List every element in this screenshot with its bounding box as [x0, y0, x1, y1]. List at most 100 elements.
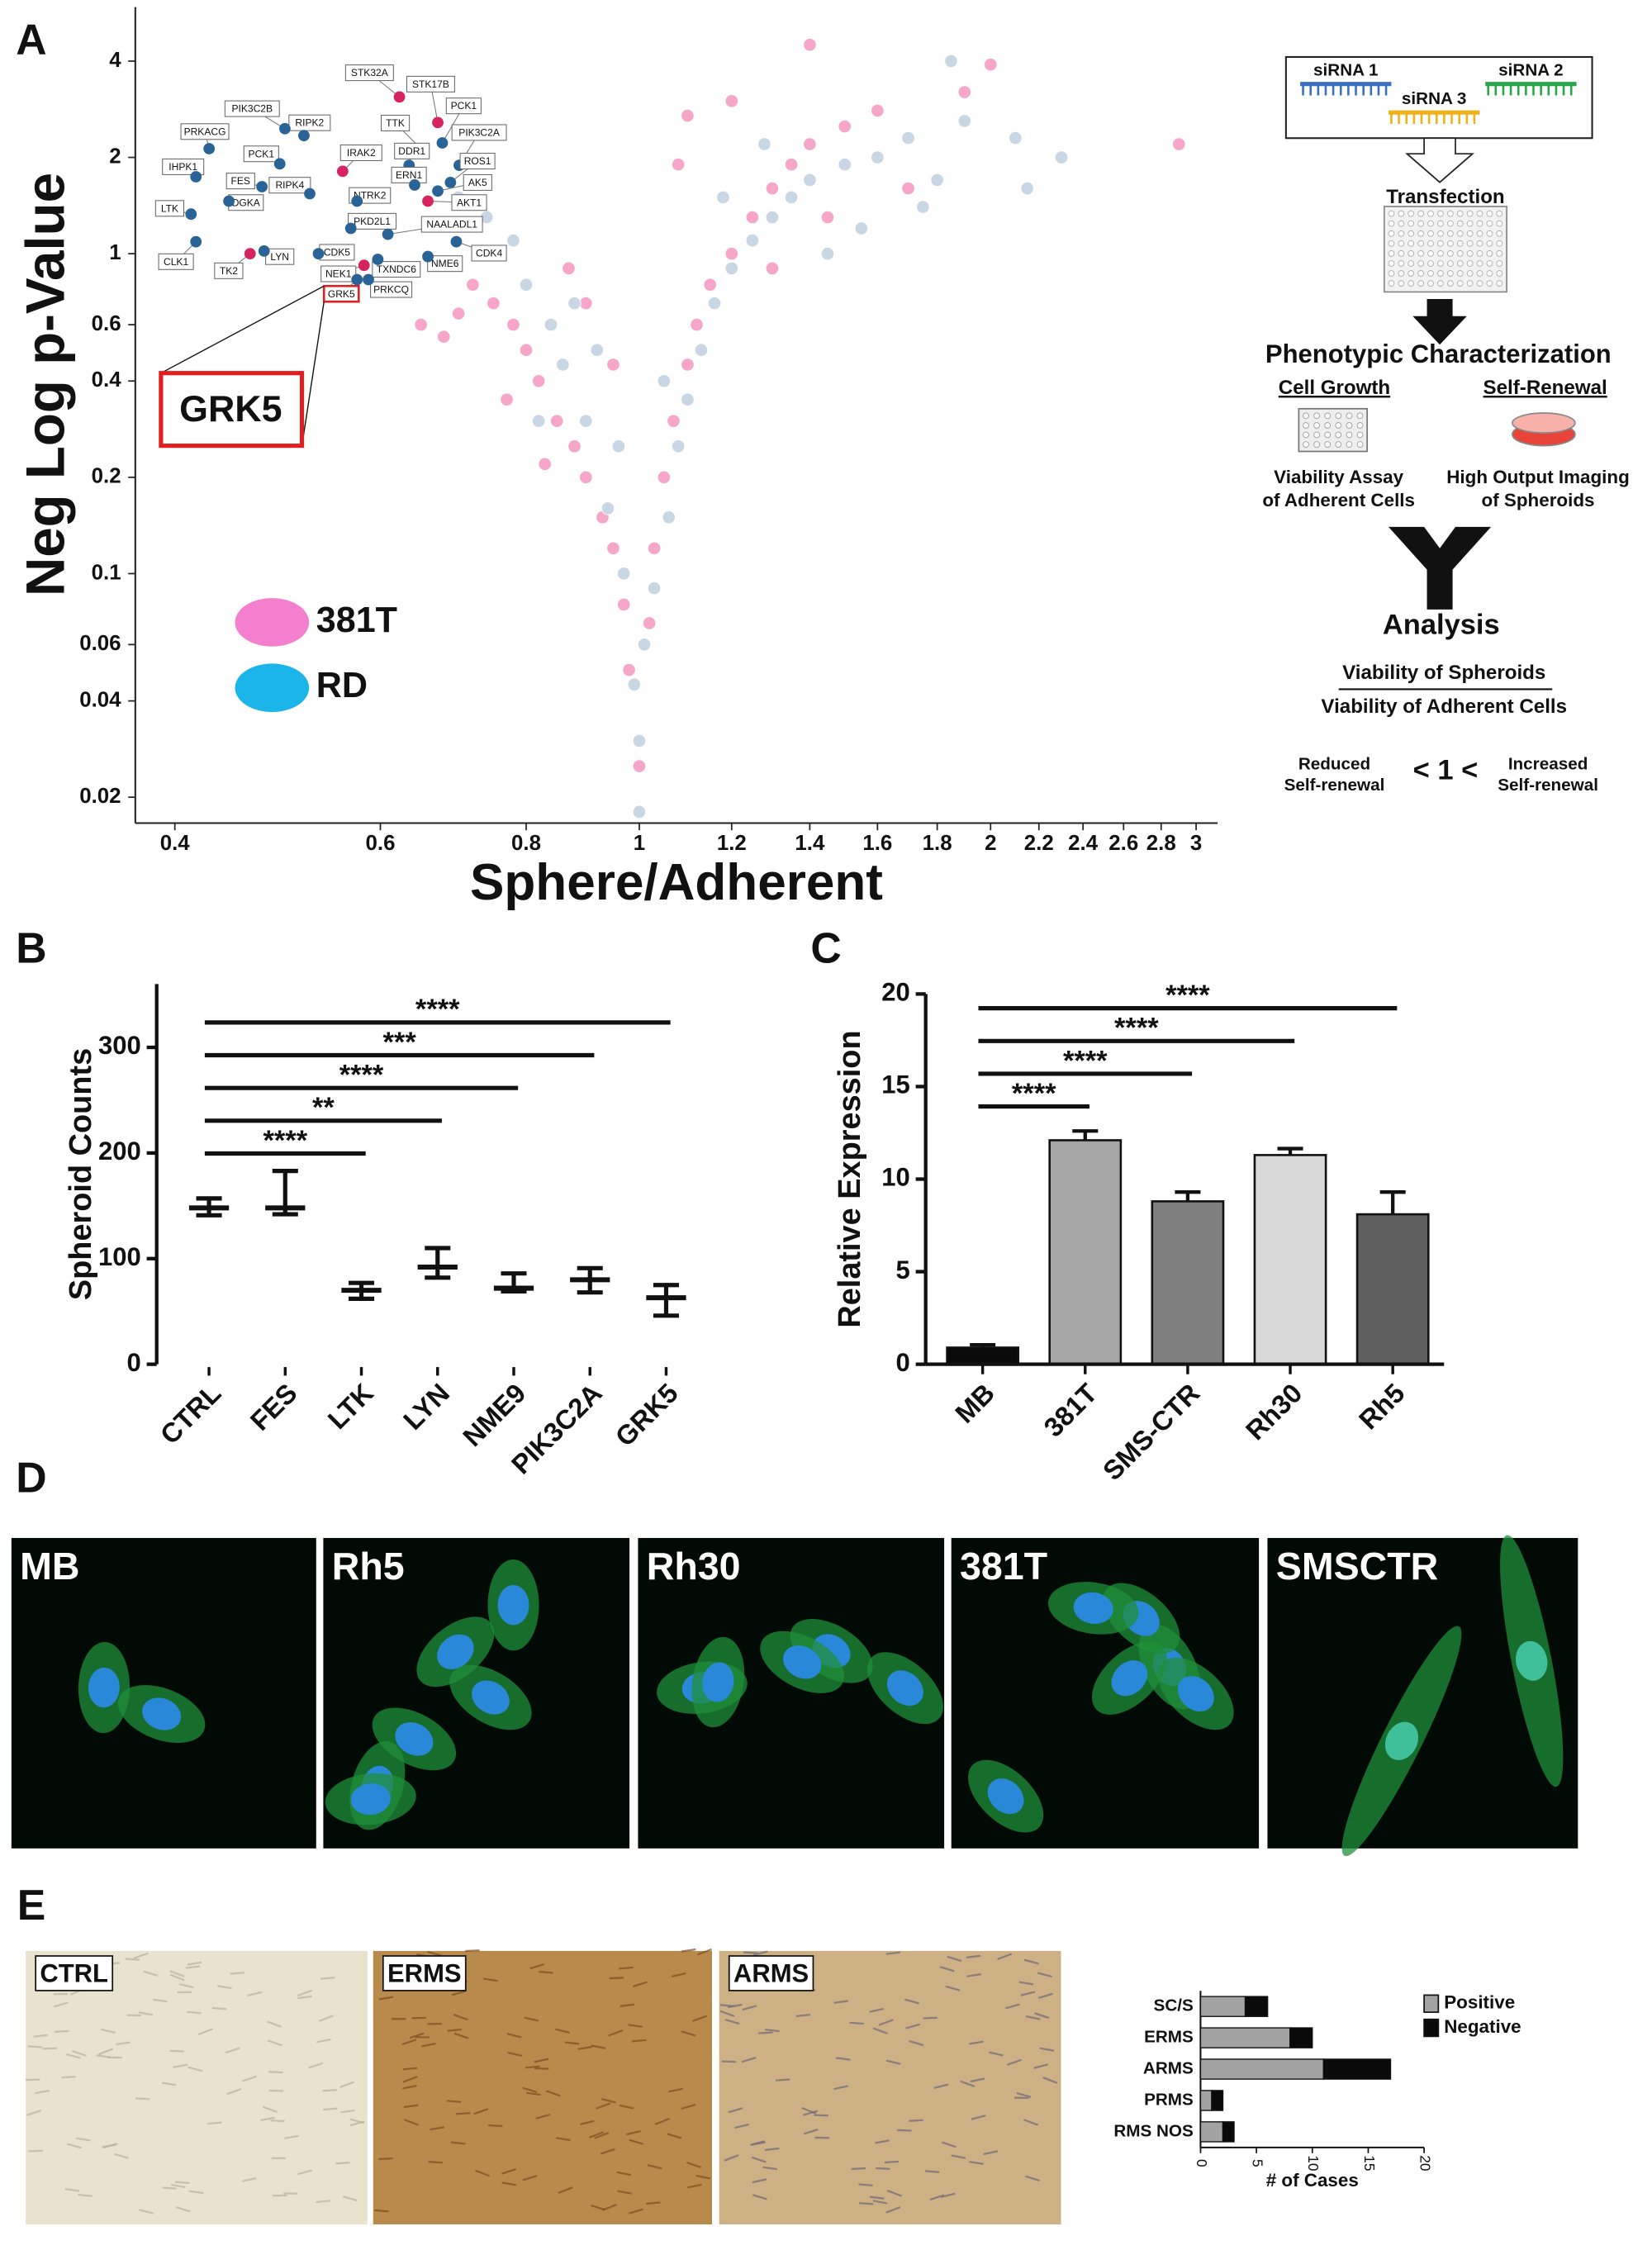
well — [1408, 270, 1415, 277]
well — [1417, 230, 1425, 237]
tissue-texture — [522, 2086, 538, 2094]
tissue-texture — [696, 1948, 712, 1956]
point — [871, 103, 885, 118]
tissue-texture — [1039, 2047, 1055, 2052]
well — [1408, 280, 1415, 287]
label-box — [180, 123, 230, 140]
well — [1427, 280, 1434, 287]
tissue-texture — [752, 2194, 767, 2200]
nucleus — [783, 1645, 822, 1679]
tissue-texture — [316, 2200, 331, 2204]
legend-label: 381T — [316, 600, 397, 640]
point — [606, 541, 620, 555]
gene-label: LTK — [161, 202, 178, 214]
tissue-texture — [178, 1982, 194, 1989]
tissue-texture — [1025, 2175, 1041, 2182]
tissue-texture — [230, 1972, 244, 1975]
tissue-texture — [608, 2029, 624, 2037]
panel-label: B — [16, 923, 46, 971]
gene-label: CLK1 — [164, 256, 188, 268]
tissue-texture — [556, 2137, 571, 2142]
well — [1446, 280, 1454, 287]
point — [414, 317, 428, 332]
point — [647, 541, 662, 555]
tissue-texture — [197, 2028, 213, 2035]
tissue-texture — [169, 1973, 185, 1982]
gene-label: AKT1 — [457, 197, 482, 208]
tissue-texture — [534, 2067, 549, 2070]
panel-label: C — [810, 923, 841, 971]
label-box — [339, 144, 382, 161]
ihc-label-box — [382, 1955, 467, 1991]
point — [757, 137, 771, 151]
well — [1417, 260, 1425, 267]
tissue-texture — [226, 2088, 242, 2096]
point — [579, 470, 593, 485]
nucleus — [1516, 1640, 1548, 1681]
gene-label: ERN1 — [396, 169, 422, 181]
tissue-texture — [320, 1977, 335, 1980]
tissue-texture — [872, 2200, 888, 2205]
x-tick-label: 2.6 — [1108, 832, 1138, 855]
tissue-texture — [803, 2110, 819, 2116]
tissue-texture — [340, 2109, 355, 2114]
highlight-point — [244, 248, 256, 260]
tissue-texture — [875, 2139, 890, 2144]
label-box — [224, 100, 280, 117]
highlight-point — [190, 235, 202, 248]
nucleus — [987, 1778, 1024, 1815]
point — [601, 501, 615, 515]
point — [694, 343, 709, 357]
tissue-texture — [742, 2005, 757, 2011]
tissue-texture — [247, 1991, 263, 1997]
tissue-texture — [728, 2107, 743, 2114]
well — [1486, 250, 1493, 257]
well — [1446, 210, 1454, 217]
tissue-texture — [501, 2167, 517, 2175]
tissue-texture — [188, 2190, 204, 2195]
x-tick-label: 2.8 — [1146, 832, 1176, 855]
gene-label: PCK1 — [451, 100, 477, 112]
tissue-texture — [752, 2178, 767, 2184]
point — [803, 37, 817, 52]
tissue-texture — [765, 2029, 780, 2033]
tissue-texture — [631, 2039, 647, 2043]
tissue-texture — [267, 2039, 282, 2047]
well — [1408, 230, 1415, 237]
tissue-texture — [945, 1985, 961, 1991]
tissue-texture — [734, 2123, 749, 2129]
tissue-texture — [923, 2016, 938, 2020]
point — [1054, 150, 1069, 164]
well — [1388, 280, 1395, 287]
well — [1417, 220, 1425, 227]
x-axis-label: Sphere/Adherent — [470, 854, 883, 911]
y-axis-label: Neg Log p-Value — [16, 173, 76, 596]
well — [1408, 220, 1415, 227]
significance-label: **** — [1063, 1045, 1108, 1076]
significance-label: **** — [1012, 1078, 1056, 1109]
point — [784, 190, 799, 205]
highlight-point — [432, 116, 444, 129]
tissue-texture — [404, 2119, 420, 2126]
well — [1427, 230, 1434, 237]
x-tick-label: 3 — [1190, 832, 1202, 855]
y-tick-label: 0 — [895, 1348, 909, 1377]
ratio-text: Viability of Adherent Cells — [1321, 695, 1567, 718]
gene-label: PKD2L1 — [354, 216, 391, 227]
tissue-texture — [427, 1950, 442, 1957]
point — [466, 278, 480, 292]
label-box — [288, 114, 331, 131]
well — [1476, 280, 1483, 287]
well — [1398, 220, 1405, 227]
branch-head: Self-Renewal — [1483, 377, 1607, 399]
gene-label: TK2 — [220, 265, 238, 277]
tissue-texture — [1016, 2091, 1032, 2098]
tissue-texture — [475, 2169, 491, 2177]
label-box — [158, 253, 194, 270]
well — [1417, 280, 1425, 287]
bar-segment — [1244, 1996, 1269, 2017]
branch-head: Cell Growth — [1279, 377, 1390, 399]
well — [1335, 412, 1342, 420]
legend-swatch — [235, 598, 310, 647]
micrograph-label: Rh5 — [332, 1545, 405, 1588]
